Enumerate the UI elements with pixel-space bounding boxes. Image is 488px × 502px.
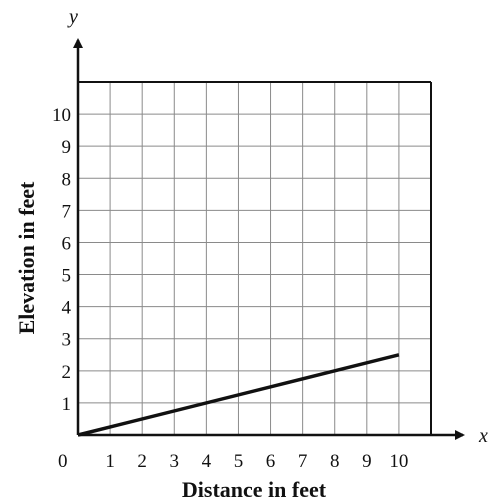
y-tick-label: 1	[62, 394, 72, 415]
y-axis-title: Elevation in feet	[14, 181, 39, 334]
chart-series	[77, 353, 400, 437]
y-tick-label: 5	[62, 266, 72, 287]
x-tick-label: 4	[202, 451, 212, 472]
y-tick-label: 2	[62, 362, 72, 383]
x-axis-title: Distance in feet	[182, 477, 327, 502]
x-tick-label: 6	[266, 451, 276, 472]
x-axis-variable: x	[478, 425, 488, 447]
y-tick-label: 10	[52, 105, 71, 126]
y-tick-label: 6	[62, 233, 72, 254]
x-tick-label: 1	[105, 451, 115, 472]
x-tick-label: 7	[298, 451, 308, 472]
y-tick-label: 3	[62, 330, 72, 351]
x-tick-label: 3	[170, 451, 180, 472]
y-tick-label: 7	[62, 201, 72, 222]
chart-axes	[73, 38, 465, 440]
y-tick-label: 8	[62, 169, 72, 190]
data-line	[77, 353, 400, 437]
chart-labels: x y 0 Distance in feet Elevation in feet…	[14, 6, 488, 502]
x-tick-label: 5	[234, 451, 244, 472]
y-tick-label: 9	[62, 137, 72, 158]
chart-grid	[78, 82, 431, 435]
y-axis-variable: y	[67, 6, 78, 28]
x-tick-label: 2	[137, 451, 147, 472]
x-tick-label: 8	[330, 451, 340, 472]
x-tick-label: 9	[362, 451, 372, 472]
y-tick-label: 4	[62, 298, 72, 319]
origin-label: 0	[58, 451, 68, 472]
x-tick-label: 10	[389, 451, 408, 472]
